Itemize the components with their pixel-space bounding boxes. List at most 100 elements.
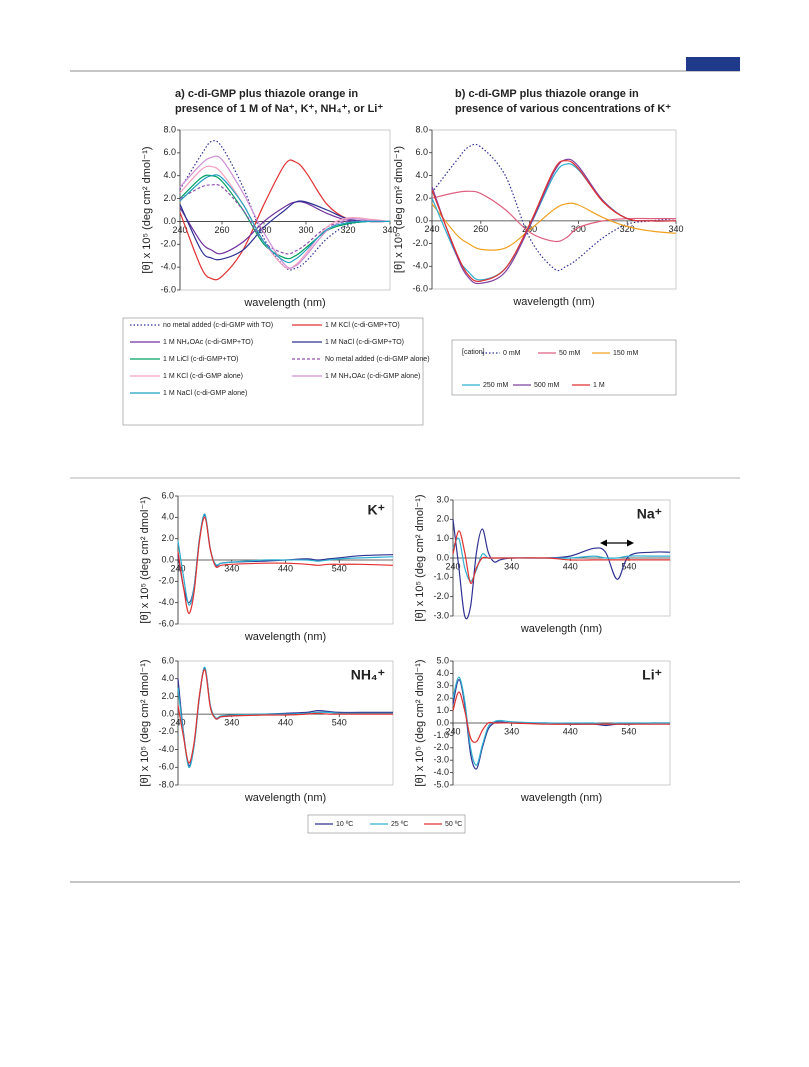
- y-tick-label: 4.0: [163, 170, 176, 180]
- x-tick-label: 240: [424, 224, 439, 234]
- legend-label: 10 ºC: [336, 821, 353, 828]
- y-axis-label: [θ] x 10⁵ (deg cm² dmol⁻¹): [414, 659, 426, 786]
- x-tick-label: 240: [445, 561, 460, 571]
- legend-label: 1 M NH₄OAc (c-di-GMP+TO): [163, 339, 253, 346]
- data-line: [179, 155, 391, 269]
- data-line: [177, 513, 394, 606]
- y-tick-label: -4.0: [158, 597, 174, 607]
- y-tick-label: -4.0: [433, 767, 449, 777]
- y-tick-label: 0.0: [436, 717, 449, 727]
- x-tick-label: 540: [332, 718, 347, 728]
- legend-label: 1 M: [593, 382, 605, 389]
- y-tick-label: -4.0: [158, 744, 174, 754]
- legend-box: [451, 339, 677, 396]
- y-tick-label: 4.0: [161, 673, 174, 683]
- y-tick-label: 8.0: [415, 124, 428, 134]
- y-tick-label: -3.0: [433, 610, 449, 620]
- chart-title: b) c-di-GMP plus thiazole orange in: [455, 88, 639, 100]
- legend-label: 1 M NaCl (c-di-GMP alone): [163, 390, 247, 397]
- x-tick-label: 240: [170, 563, 185, 573]
- legend-label: no metal added (c-di-GMP with TO): [163, 322, 273, 329]
- legend-label: 1 M KCl (c-di-GMP alone): [163, 373, 243, 380]
- header-tab: [686, 57, 740, 71]
- legend-label: 0 mM: [503, 350, 521, 357]
- x-tick-label: 240: [172, 225, 187, 235]
- data-line: [177, 669, 393, 764]
- y-tick-label: 1.0: [436, 705, 449, 715]
- x-axis-label: wavelength (nm): [244, 631, 326, 643]
- y-tick-label: -2.0: [158, 726, 174, 736]
- x-tick-label: 340: [504, 561, 519, 571]
- data-line: [179, 174, 391, 264]
- x-tick-label: 280: [256, 225, 271, 235]
- x-axis-label: wavelength (nm): [520, 792, 602, 804]
- data-line: [179, 200, 391, 255]
- y-tick-label: -6.0: [158, 762, 174, 772]
- x-tick-label: 540: [621, 561, 636, 571]
- x-tick-label: 340: [224, 718, 239, 728]
- y-tick-label: 4.0: [436, 668, 449, 678]
- panel-label: K⁺: [368, 502, 386, 518]
- legend-label: 1 M LiCl (c-di-GMP+TO): [163, 356, 239, 363]
- legend-label: No metal added (c-di-GMP alone): [325, 356, 430, 363]
- y-axis-label: [θ] x 10⁵ (deg cm² dmol⁻¹): [393, 146, 405, 273]
- y-tick-label: -8.0: [158, 779, 174, 789]
- data-line: [179, 165, 391, 270]
- y-axis-label: [θ] x 10⁵ (deg cm² dmol⁻¹): [139, 496, 151, 623]
- y-tick-label: 2.0: [161, 533, 174, 543]
- x-tick-label: 440: [278, 563, 293, 573]
- legend-label: 50 mM: [559, 350, 581, 357]
- legend-label: 1 M NH₄OAc (c-di-GMP alone): [325, 373, 420, 380]
- data-line: [452, 530, 670, 584]
- data-line: [177, 516, 394, 614]
- x-tick-label: 440: [563, 561, 578, 571]
- legend-title: [cation]: [462, 349, 485, 356]
- x-tick-label: 340: [382, 225, 397, 235]
- chart-title: a) c-di-GMP plus thiazole orange in: [175, 88, 358, 100]
- y-tick-label: -2.0: [433, 591, 449, 601]
- y-tick-label: 4.0: [415, 170, 428, 180]
- x-tick-label: 440: [563, 726, 578, 736]
- panel-label: Li⁺: [642, 667, 662, 683]
- y-tick-label: 8.0: [163, 124, 176, 134]
- y-tick-label: -2.0: [160, 239, 176, 249]
- y-tick-label: -3.0: [433, 755, 449, 765]
- y-tick-label: 6.0: [163, 147, 176, 157]
- y-tick-label: -1.0: [433, 572, 449, 582]
- y-tick-label: -6.0: [412, 283, 428, 293]
- y-tick-label: 6.0: [415, 147, 428, 157]
- legend-label: 50 ºC: [445, 821, 462, 828]
- arrow-head: [600, 539, 607, 547]
- y-tick-label: 6.0: [161, 490, 174, 500]
- data-line: [452, 691, 670, 743]
- legend-label: 1 M KCl (c-di-GMP+TO): [325, 322, 400, 329]
- y-tick-label: 0.0: [415, 215, 428, 225]
- legend-box: [122, 317, 424, 426]
- y-tick-label: -6.0: [160, 284, 176, 294]
- y-tick-label: 6.0: [161, 655, 174, 665]
- legend-label: 25 ºC: [391, 821, 408, 828]
- x-tick-label: 300: [298, 225, 313, 235]
- y-tick-label: 0.0: [161, 709, 174, 719]
- y-tick-label: 3.0: [436, 680, 449, 690]
- y-tick-label: -6.0: [158, 618, 174, 628]
- y-tick-label: 2.0: [163, 193, 176, 203]
- x-axis-label: wavelength (nm): [244, 792, 326, 804]
- x-tick-label: 320: [340, 225, 355, 235]
- legend-label: 500 mM: [534, 382, 559, 389]
- y-tick-label: 3.0: [436, 494, 449, 504]
- y-tick-label: 2.0: [436, 693, 449, 703]
- y-tick-label: 2.0: [415, 193, 428, 203]
- y-tick-label: 2.0: [436, 514, 449, 524]
- data-line: [431, 160, 677, 282]
- x-tick-label: 240: [445, 726, 460, 736]
- data-line: [452, 519, 671, 620]
- x-tick-label: 540: [621, 726, 636, 736]
- y-axis-label: [θ] x 10⁵ (deg cm² dmol⁻¹): [414, 494, 426, 621]
- x-tick-label: 340: [504, 726, 519, 736]
- y-tick-label: -1.0: [433, 730, 449, 740]
- y-axis-label: [θ] x 10⁵ (deg cm² dmol⁻¹): [139, 659, 151, 786]
- y-tick-label: 5.0: [436, 655, 449, 665]
- chart-title: presence of various concentrations of K⁺: [455, 103, 671, 115]
